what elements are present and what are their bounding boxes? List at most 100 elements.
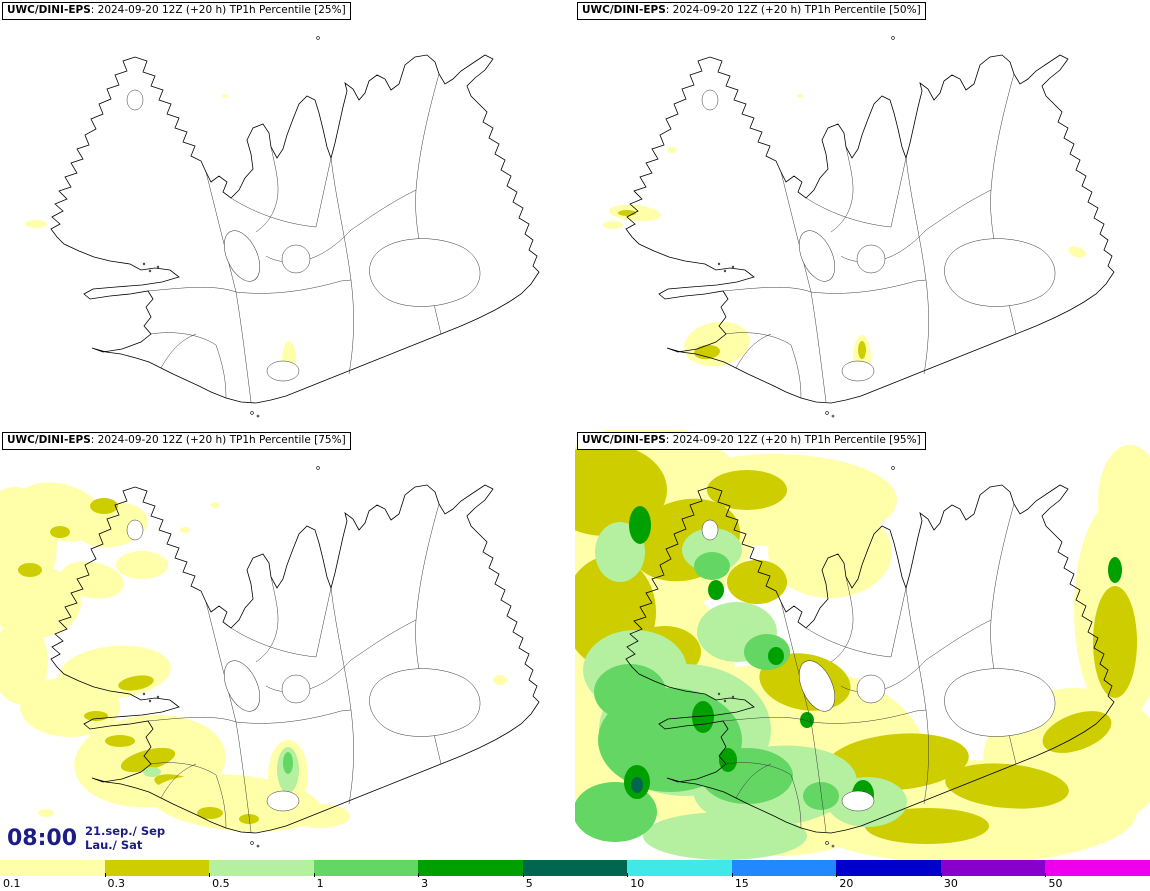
precip-area — [180, 527, 190, 533]
precip-area — [684, 321, 750, 367]
precip-area — [118, 675, 154, 691]
precip-shading — [603, 94, 1086, 379]
colorbar-segment — [1045, 860, 1150, 876]
precip-area — [290, 804, 350, 828]
colorbar-tick — [731, 873, 733, 877]
map-panel-50pct: UWC/DINI-EPS: 2024-09-20 12Z (+20 h) TP1… — [575, 0, 1150, 430]
valid-date: 21.sep./ Sep Lau./ Sat — [85, 824, 165, 853]
colorbar-segment — [836, 860, 941, 876]
precip-area — [768, 506, 892, 598]
precip-area — [283, 752, 293, 774]
colorbar-tick — [313, 873, 315, 877]
precip-area — [1093, 586, 1137, 698]
precip-area — [197, 807, 223, 819]
iceland-map-75pct — [0, 466, 540, 848]
precip-area — [594, 664, 666, 720]
colorbar-segment — [313, 860, 419, 876]
colorbar-segments — [0, 860, 1150, 876]
colorbar: 0.1 0.3 0.5 1 3 5 10 15 20 30 50 — [0, 860, 1150, 891]
colorbar-label: 20 — [839, 877, 854, 890]
precip-area — [727, 560, 787, 604]
panel-title-text: : 2024-09-20 12Z (+20 h) TP1h Percentile… — [90, 4, 346, 16]
precip-area — [701, 748, 793, 804]
colorbar-segment — [940, 860, 1046, 876]
valid-day-line: Lau./ Sat — [85, 838, 143, 853]
valid-time-overlay: 08:00 21.sep./ Sep Lau./ Sat — [2, 823, 171, 854]
precip-area — [825, 733, 969, 791]
precip-area — [18, 563, 42, 577]
precip-area — [0, 620, 48, 704]
model-name: UWC/DINI-EPS — [7, 434, 91, 446]
colorbar-tick — [418, 873, 420, 877]
precip-area — [945, 763, 1069, 809]
precip-area — [797, 94, 803, 98]
precip-area — [0, 566, 81, 638]
valid-date-line: 21.sep./ Sep — [85, 824, 166, 838]
precip-area — [143, 767, 161, 777]
map-grid: UWC/DINI-EPS: 2024-09-20 12Z (+20 h) TP1… — [0, 0, 1150, 860]
precip-area — [768, 647, 784, 665]
precip-shading — [0, 482, 507, 832]
precip-area — [643, 812, 807, 860]
map-panel-95pct: UWC/DINI-EPS: 2024-09-20 12Z (+20 h) TP1… — [575, 430, 1150, 860]
colorbar-label: 10 — [630, 877, 645, 890]
precip-shading — [25, 94, 296, 379]
colorbar-label: 0.3 — [107, 877, 126, 890]
precip-area — [211, 502, 219, 508]
precip-area — [694, 552, 730, 580]
colorbar-label: 0.1 — [3, 877, 21, 890]
colorbar-label: 5 — [525, 877, 533, 890]
model-name: UWC/DINI-EPS — [7, 4, 91, 16]
precip-area — [25, 220, 47, 228]
colorbar-tick — [209, 873, 211, 877]
model-name: UWC/DINI-EPS — [582, 434, 666, 446]
precip-area — [38, 809, 54, 817]
precip-area — [60, 561, 124, 599]
precip-area — [1068, 246, 1086, 258]
colorbar-tick — [836, 873, 838, 877]
panel-title-50pct: UWC/DINI-EPS: 2024-09-20 12Z (+20 h) TP1… — [577, 2, 926, 20]
colorbar-segment — [0, 860, 105, 876]
panel-title-75pct: UWC/DINI-EPS: 2024-09-20 12Z (+20 h) TP1… — [2, 432, 351, 450]
iceland-map-95pct — [575, 430, 1150, 860]
colorbar-label: 15 — [734, 877, 749, 890]
iceland-map-50pct — [603, 36, 1115, 418]
precip-area — [629, 506, 651, 544]
colorbar-tick — [627, 873, 629, 877]
colorbar-segment — [418, 860, 523, 876]
precip-area — [708, 580, 724, 600]
colorbar-label: 3 — [421, 877, 429, 890]
precip-area — [116, 551, 168, 579]
precip-area — [603, 221, 623, 229]
valid-time: 08:00 — [7, 825, 78, 851]
colorbar-tick — [1045, 873, 1047, 877]
precip-area — [90, 498, 118, 514]
colorbar-tick — [522, 873, 524, 877]
precip-area — [239, 814, 259, 824]
precip-area — [800, 712, 814, 728]
colorbar-segment — [104, 860, 210, 876]
panel-title-text: : 2024-09-20 12Z (+20 h) TP1h Percentile… — [665, 4, 921, 16]
precip-area — [707, 470, 787, 510]
precip-area — [222, 94, 228, 98]
precip-area — [858, 341, 866, 359]
precip-area — [667, 147, 677, 153]
panel-title-text: : 2024-09-20 12Z (+20 h) TP1h Percentile… — [665, 434, 921, 446]
colorbar-segment — [627, 860, 732, 876]
precip-area — [719, 748, 737, 772]
precip-area — [803, 782, 839, 810]
colorbar-tick — [940, 873, 942, 877]
precip-area — [50, 526, 70, 538]
precip-area — [493, 675, 507, 685]
colorbar-labels: 0.1 0.3 0.5 1 3 5 10 15 20 30 50 — [0, 873, 1150, 891]
colorbar-label: 30 — [943, 877, 958, 890]
colorbar-label: 1 — [316, 877, 324, 890]
precip-area — [1108, 557, 1122, 583]
precip-area — [1042, 711, 1112, 753]
precip-area — [631, 777, 643, 793]
iceland-map-25pct — [25, 36, 540, 418]
map-panel-75pct: UWC/DINI-EPS: 2024-09-20 12Z (+20 h) TP1… — [0, 430, 575, 860]
precip-area — [20, 677, 120, 737]
colorbar-label: 50 — [1048, 877, 1063, 890]
